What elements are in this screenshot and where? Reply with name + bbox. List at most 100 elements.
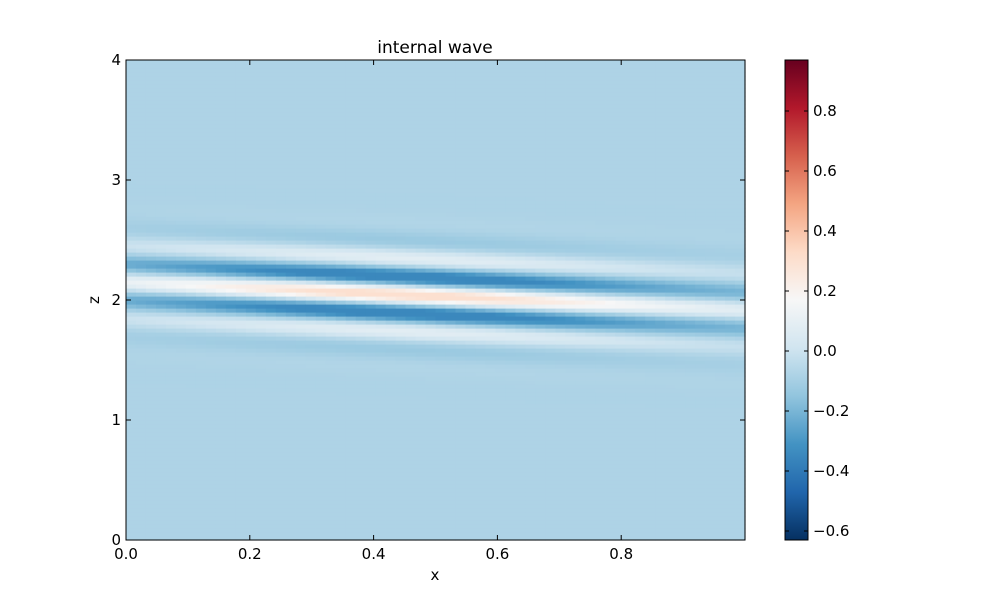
- heatmap-cell: [335, 508, 347, 513]
- heatmap-cell: [485, 504, 497, 509]
- heatmap-cell: [385, 244, 397, 249]
- heatmap-cell: [185, 520, 197, 525]
- heatmap-cell: [475, 452, 487, 457]
- heatmap-cell: [425, 212, 437, 217]
- heatmap-cell: [175, 348, 187, 353]
- heatmap-cell: [495, 468, 506, 473]
- heatmap-cell: [395, 160, 407, 165]
- heatmap-cell: [445, 416, 457, 421]
- heatmap-cell: [155, 464, 167, 469]
- heatmap-cell: [225, 244, 237, 249]
- heatmap-cell: [375, 312, 387, 317]
- heatmap-cell: [455, 68, 467, 73]
- heatmap-cell: [305, 476, 317, 481]
- heatmap-cell: [305, 520, 317, 525]
- heatmap-cell: [185, 200, 197, 205]
- heatmap-cell: [415, 88, 427, 93]
- heatmap-cell: [455, 200, 467, 205]
- heatmap-cell: [455, 332, 467, 337]
- heatmap-cell: [395, 312, 407, 317]
- heatmap-cell: [175, 244, 187, 249]
- heatmap-cell: [205, 220, 217, 225]
- heatmap-cell: [165, 252, 177, 257]
- heatmap-cell: [455, 212, 467, 217]
- heatmap-cell: [215, 308, 227, 313]
- heatmap-cell: [295, 124, 307, 129]
- heatmap-cell: [345, 356, 357, 361]
- heatmap-cell: [265, 352, 277, 357]
- heatmap-cell: [425, 364, 437, 369]
- heatmap-cell: [465, 528, 477, 533]
- heatmap-cell: [205, 196, 217, 201]
- heatmap-cell: [175, 380, 187, 385]
- heatmap-cell: [275, 504, 287, 509]
- heatmap-cell: [275, 232, 287, 237]
- heatmap-cell: [365, 148, 377, 153]
- heatmap-cell: [525, 380, 536, 385]
- heatmap-cell: [245, 196, 257, 201]
- heatmap-cell: [335, 428, 347, 433]
- heatmap-cell: [375, 496, 387, 501]
- heatmap-cell: [205, 404, 217, 409]
- heatmap-cell: [205, 176, 217, 181]
- heatmap-cell: [265, 172, 277, 177]
- heatmap-cell: [445, 356, 457, 361]
- heatmap-cell: [475, 380, 487, 385]
- heatmap-cell: [525, 404, 536, 409]
- heatmap-cell: [245, 412, 257, 417]
- heatmap-cell: [225, 136, 237, 141]
- heatmap-cell: [445, 72, 457, 77]
- heatmap-cell: [535, 396, 546, 401]
- heatmap-cell: [465, 444, 477, 449]
- heatmap-cell: [255, 208, 267, 213]
- heatmap-cell: [315, 80, 327, 85]
- heatmap-cell: [395, 396, 407, 401]
- heatmap-cell: [465, 124, 477, 129]
- heatmap-cell: [435, 116, 447, 121]
- heatmap-cell: [185, 536, 197, 541]
- heatmap-cell: [255, 324, 267, 329]
- heatmap-cell: [345, 204, 357, 209]
- heatmap-cell: [145, 476, 157, 481]
- heatmap-cell: [335, 140, 347, 145]
- heatmap-cell: [515, 228, 526, 233]
- heatmap-cell: [375, 188, 387, 193]
- heatmap-cell: [535, 484, 546, 489]
- heatmap-cell: [275, 336, 287, 341]
- heatmap-cell: [305, 124, 317, 129]
- heatmap-cell: [205, 320, 217, 325]
- heatmap-cell: [215, 64, 227, 69]
- heatmap-cell: [305, 448, 317, 453]
- heatmap-cell: [305, 64, 317, 69]
- heatmap-cell: [345, 512, 357, 517]
- heatmap-cell: [295, 332, 307, 337]
- heatmap-cell: [265, 424, 277, 429]
- heatmap-cell: [185, 296, 197, 301]
- heatmap-cell: [215, 452, 227, 457]
- heatmap-cell: [175, 284, 187, 289]
- heatmap-cell: [345, 288, 357, 293]
- heatmap-cell: [395, 348, 407, 353]
- heatmap-cell: [275, 308, 287, 313]
- heatmap-cell: [205, 252, 217, 257]
- heatmap-cell: [415, 396, 427, 401]
- heatmap-cell: [395, 304, 407, 309]
- heatmap-cell: [175, 400, 187, 405]
- heatmap-cell: [525, 252, 536, 257]
- heatmap-cell: [245, 132, 257, 137]
- heatmap-cell: [245, 192, 257, 197]
- heatmap-cell: [295, 108, 307, 113]
- heatmap-cell: [155, 480, 167, 485]
- heatmap-cell: [455, 476, 467, 481]
- heatmap-cell: [475, 404, 487, 409]
- heatmap-cell: [325, 232, 337, 237]
- heatmap-cell: [325, 516, 337, 521]
- heatmap-cell: [245, 216, 257, 221]
- heatmap-cell: [455, 136, 467, 141]
- heatmap-cell: [285, 360, 297, 365]
- heatmap-cell: [425, 348, 437, 353]
- heatmap-cell: [525, 116, 536, 121]
- heatmap-cell: [185, 308, 197, 313]
- heatmap-cell: [455, 304, 467, 309]
- heatmap-cell: [435, 140, 447, 145]
